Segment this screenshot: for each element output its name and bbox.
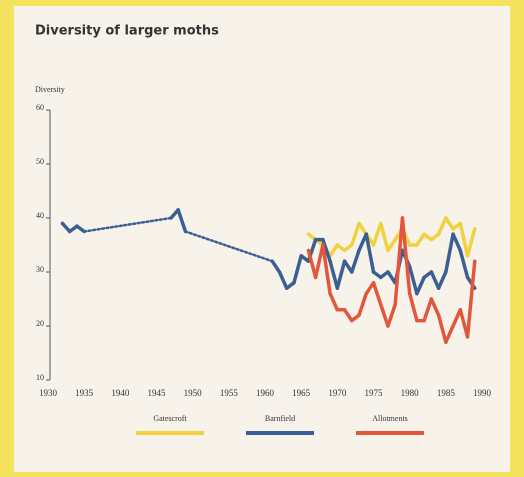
line-segment bbox=[422, 297, 434, 323]
line-segment bbox=[415, 232, 426, 247]
x-tick-label: 1985 bbox=[437, 388, 456, 398]
line-segment bbox=[444, 324, 455, 344]
x-tick-label: 1965 bbox=[292, 388, 311, 398]
line-segment bbox=[328, 243, 340, 258]
line-segment bbox=[444, 232, 455, 274]
x-tick-label: 1950 bbox=[184, 388, 203, 398]
line-segment bbox=[386, 302, 397, 328]
chart-title: Diversity of larger moths bbox=[35, 24, 219, 39]
line-segment bbox=[407, 264, 419, 296]
line-segment bbox=[313, 243, 325, 280]
x-tick-label: 1935 bbox=[75, 388, 94, 398]
line-segment bbox=[357, 221, 369, 236]
line-segment bbox=[364, 232, 376, 274]
line-segment bbox=[342, 308, 354, 323]
line-segment bbox=[371, 221, 383, 247]
line-segment bbox=[458, 221, 470, 258]
line-segment bbox=[429, 270, 441, 290]
line-segment bbox=[306, 248, 318, 280]
legend-label: Allotments bbox=[372, 414, 408, 423]
line-segment bbox=[350, 248, 361, 274]
line-gap-segment bbox=[82, 216, 173, 233]
line-segment bbox=[386, 237, 397, 253]
line-segment bbox=[357, 291, 369, 317]
y-tick-label: 50 bbox=[36, 157, 44, 166]
line-segment bbox=[378, 302, 390, 328]
y-tick-label: 20 bbox=[36, 319, 44, 328]
y-tick-label: 10 bbox=[36, 373, 44, 382]
line-segment bbox=[465, 259, 477, 339]
line-segment bbox=[436, 270, 448, 290]
line-segment bbox=[292, 254, 303, 285]
panel bbox=[14, 6, 510, 472]
line-segment bbox=[465, 227, 477, 258]
y-tick-label: 40 bbox=[36, 211, 44, 220]
line-gap-segment bbox=[184, 230, 274, 263]
legend-label: Gatescroft bbox=[153, 414, 187, 423]
legend-label: Barnfield bbox=[265, 414, 295, 423]
x-tick-label: 1990 bbox=[473, 388, 492, 398]
line-segment bbox=[378, 221, 390, 253]
line-segment bbox=[451, 308, 463, 328]
line-segment bbox=[277, 270, 289, 290]
line-segment bbox=[451, 232, 463, 253]
y-axis-label: Diversity bbox=[35, 85, 65, 94]
x-tick-label: 1940 bbox=[111, 388, 130, 398]
y-tick-label: 60 bbox=[36, 103, 44, 112]
line-segment bbox=[335, 259, 347, 290]
line-segment bbox=[328, 259, 340, 290]
line-segment bbox=[176, 208, 188, 234]
line-segment bbox=[429, 297, 441, 317]
line-segment bbox=[415, 275, 426, 296]
x-tick-label: 1945 bbox=[148, 388, 167, 398]
x-tick-label: 1960 bbox=[256, 388, 275, 398]
line-segment bbox=[328, 291, 340, 312]
line-segment bbox=[371, 281, 383, 307]
x-tick-label: 1980 bbox=[401, 388, 420, 398]
line-segment bbox=[60, 221, 72, 234]
line-segment bbox=[458, 248, 470, 280]
line-segment bbox=[321, 237, 332, 263]
y-tick-label: 30 bbox=[36, 265, 44, 274]
line-segment bbox=[444, 216, 455, 231]
line-segment bbox=[436, 313, 448, 344]
line-segment bbox=[436, 216, 448, 236]
line-segment bbox=[407, 291, 419, 323]
line-segment bbox=[393, 216, 405, 307]
line-segment bbox=[321, 243, 332, 296]
x-tick-label: 1955 bbox=[220, 388, 239, 398]
line-segment bbox=[350, 221, 361, 247]
line-segment bbox=[75, 224, 86, 234]
x-tick-label: 1930 bbox=[39, 388, 58, 398]
x-tick-label: 1975 bbox=[365, 388, 384, 398]
x-tick-label: 1970 bbox=[328, 388, 347, 398]
line-segment bbox=[400, 216, 412, 296]
line-segment bbox=[270, 259, 282, 274]
